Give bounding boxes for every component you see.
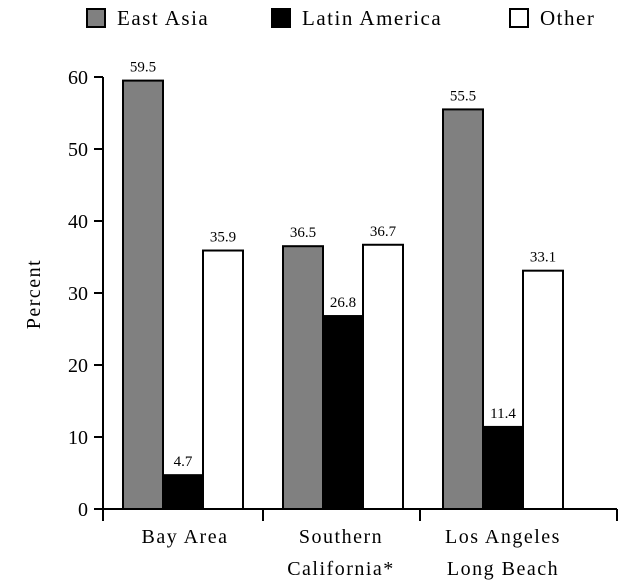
x-axis: Bay Area Southern California* Los Angeles Lo… <box>102 508 618 580</box>
legend-swatch <box>509 8 529 28</box>
x-tick-label: Bay Area <box>142 526 229 548</box>
y-tick-label: 50 <box>68 139 88 161</box>
data-label: 33.1 <box>530 250 556 266</box>
bar-other <box>522 269 564 510</box>
data-label: 35.9 <box>210 230 236 246</box>
data-label: 11.4 <box>490 406 516 422</box>
y-axis: 0 10 20 30 40 50 60 <box>68 67 104 521</box>
y-tick-label: 20 <box>68 355 88 377</box>
x-tick-label: Los Angeles <box>445 526 561 548</box>
legend-swatch <box>271 8 291 28</box>
data-label: 59.5 <box>130 60 156 76</box>
x-tick-label: California* <box>287 558 395 580</box>
bar-east-asia <box>282 245 324 510</box>
bar-latin-america <box>162 474 204 511</box>
bar-latin-america <box>322 315 364 511</box>
bar-other <box>202 249 244 511</box>
data-label: 36.5 <box>290 225 316 241</box>
x-tick-label: Southern <box>299 526 383 548</box>
y-tick-label: 60 <box>68 67 88 89</box>
legend-item: East Asia <box>86 6 209 30</box>
y-tick-label: 30 <box>68 283 88 305</box>
data-label: 26.8 <box>330 295 356 311</box>
y-axis-label: Percent <box>23 259 45 329</box>
data-label: 55.5 <box>450 88 476 104</box>
data-label: 4.7 <box>174 454 193 470</box>
data-label: 36.7 <box>370 224 397 240</box>
legend-item: Other <box>509 6 595 30</box>
y-tick-label: 10 <box>68 427 88 449</box>
x-tick-label: Long Beach <box>447 558 559 580</box>
legend: East Asia Latin America Other <box>86 6 595 30</box>
bar-other <box>362 243 404 510</box>
bar-east-asia <box>122 79 164 510</box>
legend-label: East Asia <box>117 6 209 30</box>
y-tick-label: 0 <box>78 499 88 521</box>
legend-label: Other <box>540 6 595 30</box>
legend-swatch <box>86 8 106 28</box>
bar-east-asia <box>442 108 484 511</box>
bar-latin-america <box>482 425 524 511</box>
y-tick-label: 40 <box>68 211 88 233</box>
legend-item: Latin America <box>271 6 442 30</box>
bars: 59.5 4.7 35.9 36.5 26.8 36.7 55.5 11.4 33.1 <box>122 60 564 511</box>
legend-label: Latin America <box>302 6 442 30</box>
